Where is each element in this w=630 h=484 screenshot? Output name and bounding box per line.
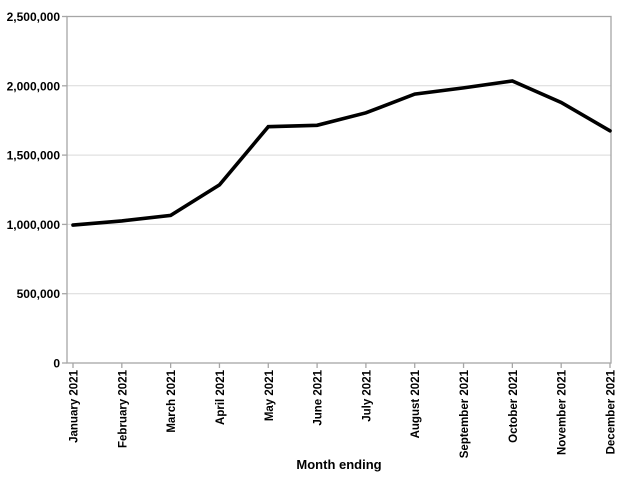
x-tick-label: May 2021 — [264, 369, 276, 421]
data-line-series — [71, 79, 612, 227]
x-axis-title: Month ending — [296, 457, 382, 472]
y-tick-label: 1,500,000 — [7, 149, 61, 163]
x-tick-label: July 2021 — [361, 369, 373, 421]
x-tick-label: December 2021 — [606, 369, 618, 454]
x-tick-label: August 2021 — [410, 369, 422, 438]
x-tick-label: February 2021 — [117, 369, 129, 448]
x-tick-label: October 2021 — [508, 369, 520, 442]
x-tick-label: March 2021 — [166, 369, 178, 432]
x-tick-label: November 2021 — [557, 369, 569, 455]
y-tick-label: 2,000,000 — [7, 79, 61, 93]
y-tick-label: 1,000,000 — [7, 218, 61, 232]
x-tick-label: April 2021 — [215, 369, 227, 425]
plot-border — [66, 15, 612, 364]
x-tick-label: January 2021 — [69, 369, 81, 442]
x-tick-label: June 2021 — [313, 369, 325, 425]
y-tick-label: 0 — [53, 357, 60, 371]
y-tick-label: 2,500,000 — [7, 10, 61, 24]
x-tick-label: September 2021 — [459, 369, 471, 458]
y-tick-label: 500,000 — [17, 287, 61, 301]
